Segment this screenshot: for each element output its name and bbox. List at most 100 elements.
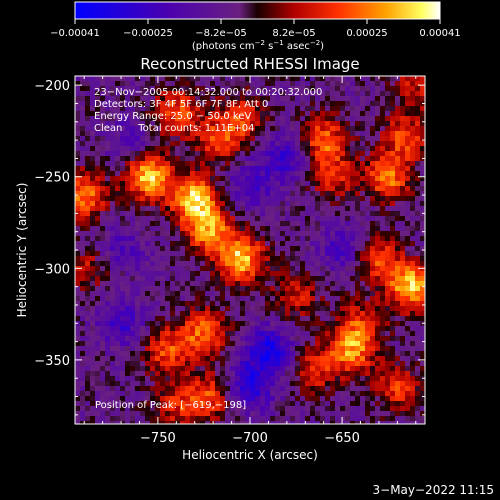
heatmap-cell xyxy=(420,146,425,152)
heatmap-cell xyxy=(260,216,266,222)
heatmap-cell xyxy=(185,341,191,347)
heatmap-cell xyxy=(295,216,301,222)
heatmap-cell xyxy=(300,151,306,157)
heatmap-cell xyxy=(235,206,241,212)
heatmap-cell xyxy=(180,161,186,167)
heatmap-cell xyxy=(415,216,421,222)
heatmap-cell xyxy=(225,311,231,317)
heatmap-cell xyxy=(335,241,341,247)
heatmap-cell xyxy=(360,166,366,172)
heatmap-cell xyxy=(130,186,136,192)
heatmap-cell xyxy=(210,111,216,117)
heatmap-cell xyxy=(240,336,246,342)
heatmap-cell xyxy=(390,146,396,152)
heatmap-cell xyxy=(355,351,361,357)
heatmap-cell xyxy=(305,176,311,182)
heatmap-cell xyxy=(250,421,256,424)
heatmap-cell xyxy=(255,126,261,132)
heatmap-cell xyxy=(335,386,341,392)
heatmap-cell xyxy=(180,406,186,412)
heatmap-cell xyxy=(90,271,96,277)
heatmap-cell xyxy=(210,366,216,372)
heatmap-cell xyxy=(290,141,296,147)
heatmap-cell xyxy=(135,171,141,177)
heatmap-cell xyxy=(370,176,376,182)
heatmap-cell xyxy=(300,126,306,132)
heatmap-cell xyxy=(395,86,401,92)
heatmap-cell xyxy=(335,191,341,197)
heatmap-cell xyxy=(95,401,101,407)
heatmap-cell xyxy=(90,396,96,402)
heatmap-cell xyxy=(375,201,381,207)
heatmap-cell xyxy=(420,276,425,282)
heatmap-cell xyxy=(140,366,146,372)
heatmap-cell xyxy=(90,346,96,352)
heatmap-cell xyxy=(95,201,101,207)
heatmap-cell xyxy=(285,101,291,107)
heatmap-cell xyxy=(390,341,396,347)
heatmap-cell xyxy=(75,361,81,367)
heatmap-cell xyxy=(355,376,361,382)
heatmap-cell xyxy=(400,341,406,347)
heatmap-cell xyxy=(115,151,121,157)
heatmap-cell xyxy=(205,271,211,277)
heatmap-cell xyxy=(165,261,171,267)
heatmap-cell xyxy=(320,86,326,92)
heatmap-cell xyxy=(390,221,396,227)
heatmap-cell xyxy=(340,246,346,252)
heatmap-cell xyxy=(165,211,171,217)
heatmap-cell xyxy=(80,296,86,302)
heatmap-cell xyxy=(110,381,116,387)
heatmap-cell xyxy=(210,371,216,377)
heatmap-cell xyxy=(195,216,201,222)
heatmap-cell xyxy=(345,386,351,392)
heatmap-cell xyxy=(305,411,311,417)
heatmap-cell xyxy=(240,396,246,402)
heatmap-cell xyxy=(270,206,276,212)
heatmap-cell xyxy=(415,326,421,332)
heatmap-cell xyxy=(395,281,401,287)
heatmap-cell xyxy=(420,306,425,312)
heatmap-cell xyxy=(295,406,301,412)
heatmap-cell xyxy=(120,181,126,187)
heatmap-cell xyxy=(100,341,106,347)
heatmap-cell xyxy=(255,311,261,317)
heatmap-cell xyxy=(285,211,291,217)
heatmap-cell xyxy=(340,411,346,417)
heatmap-cell xyxy=(390,411,396,417)
heatmap-cell xyxy=(225,146,231,152)
heatmap-cell xyxy=(220,251,226,257)
heatmap-cell xyxy=(350,81,356,87)
heatmap-cell xyxy=(375,346,381,352)
heatmap-cell xyxy=(140,146,146,152)
heatmap-cell xyxy=(200,311,206,317)
heatmap-cell xyxy=(250,181,256,187)
heatmap-cell xyxy=(290,366,296,372)
heatmap-cell xyxy=(360,281,366,287)
heatmap-cell xyxy=(210,306,216,312)
heatmap-cell xyxy=(390,316,396,322)
heatmap-cell xyxy=(130,301,136,307)
heatmap-cell xyxy=(400,396,406,402)
heatmap-cell xyxy=(410,76,416,82)
heatmap-cell xyxy=(300,261,306,267)
heatmap-cell xyxy=(90,196,96,202)
heatmap-cell xyxy=(350,116,356,122)
heatmap-cell xyxy=(210,91,216,97)
heatmap-cell xyxy=(130,236,136,242)
heatmap-cell xyxy=(180,151,186,157)
heatmap-cell xyxy=(195,376,201,382)
heatmap-cell xyxy=(330,411,336,417)
heatmap-cell xyxy=(395,141,401,147)
heatmap-cell xyxy=(420,161,425,167)
heatmap-cell xyxy=(180,206,186,212)
heatmap-cell xyxy=(235,421,241,424)
heatmap-cell xyxy=(330,356,336,362)
heatmap-cell xyxy=(330,351,336,357)
heatmap-cell xyxy=(95,141,101,147)
heatmap-cell xyxy=(270,316,276,322)
heatmap-cell xyxy=(380,181,386,187)
heatmap-cell xyxy=(305,241,311,247)
heatmap-cell xyxy=(230,211,236,217)
heatmap-cell xyxy=(145,361,151,367)
